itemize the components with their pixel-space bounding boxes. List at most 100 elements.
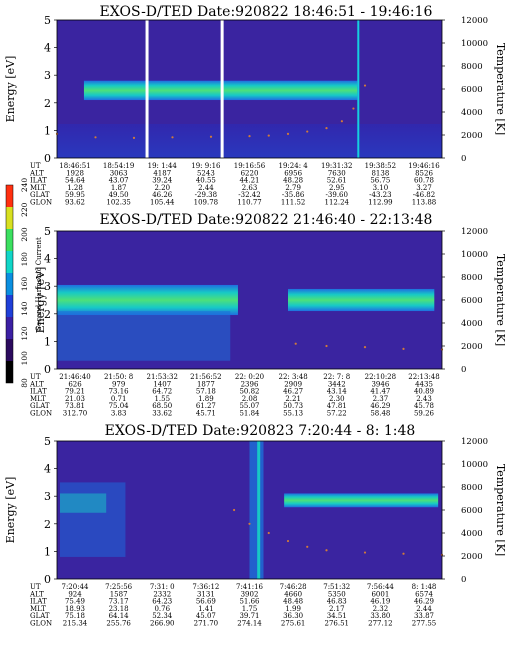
y2tick-label: 0	[461, 154, 466, 164]
table-cell: 6001	[371, 590, 389, 598]
table-cell: 924	[68, 590, 82, 598]
ytick-label: 3	[44, 490, 51, 503]
table-row-label: MLT	[30, 395, 46, 403]
table-cell: 255.76	[106, 620, 131, 628]
ytick-label: 5	[44, 435, 51, 448]
table-cell: 46.27	[283, 388, 303, 396]
table-cell: 57.22	[327, 410, 347, 418]
y2tick-label: 0	[461, 365, 466, 375]
table-cell: -35.86	[282, 191, 305, 199]
temperature-point	[402, 347, 405, 350]
table-cell: 45.78	[414, 402, 434, 410]
y2tick-label: 2000	[461, 552, 483, 562]
table-cell: 21:50: 8	[104, 373, 133, 381]
table-cell: 0.76	[154, 605, 170, 613]
table-cell: 2909	[284, 380, 302, 388]
table-cell: 5243	[197, 169, 215, 177]
table-cell: 2.43	[416, 395, 432, 403]
table-row-label: UT	[30, 373, 41, 381]
emission-band	[288, 288, 435, 312]
table-cell: 4187	[153, 169, 171, 177]
ytick-label: 4	[44, 42, 51, 55]
table-cell: 3.10	[373, 184, 389, 192]
temperature-point	[267, 531, 270, 535]
table-cell: 277.55	[412, 620, 437, 628]
panel-2-temperature-trace	[294, 342, 444, 351]
table-cell: 46.83	[327, 598, 347, 606]
table-cell: 7:31: 0	[150, 583, 175, 591]
table-row-label: GLON	[30, 410, 52, 418]
emission-band	[284, 493, 439, 508]
table-cell: 50.73	[283, 402, 303, 410]
table-cell: 58.48	[370, 410, 390, 418]
table-cell: -29.38	[195, 191, 217, 199]
temperature-point	[363, 346, 367, 349]
table-cell: 51.66	[239, 598, 260, 606]
colorbar-swatch	[6, 229, 13, 251]
table-cell: 44.21	[239, 177, 259, 185]
colorbar-swatch	[6, 251, 13, 273]
colorbar-tick-label: 160	[20, 277, 29, 292]
temperature-point	[233, 508, 236, 512]
ytick-label: 1	[44, 545, 51, 558]
table-cell: 2.21	[285, 395, 301, 403]
colorbar-tick-label: 240	[20, 178, 29, 193]
colorbar-tick-label: 120	[20, 326, 29, 341]
panel-1-title: EXOS-D/TED Date:920822 18:46:51 - 19:46:…	[100, 4, 433, 20]
table-row-label: MLT	[30, 184, 46, 192]
table-cell: 45.71	[196, 410, 216, 418]
table-cell: 56.69	[196, 598, 216, 606]
table-cell: 109.78	[194, 199, 219, 207]
ytick-label: 4	[44, 463, 51, 476]
table-row-label: UT	[30, 162, 41, 170]
table-cell: 52.34	[152, 612, 173, 620]
table-cell: 277.12	[368, 620, 393, 628]
table-cell: 18:46:51	[59, 162, 90, 170]
table-cell: 2.20	[154, 184, 170, 192]
temperature-point	[340, 120, 343, 123]
temperature-point	[248, 522, 251, 525]
table-cell: 6956	[284, 169, 302, 177]
temperature-point	[325, 344, 328, 348]
colorbar-tick-label: 140	[20, 301, 29, 316]
ytick-label: 0	[44, 573, 51, 586]
table-cell: 18:54:19	[103, 162, 134, 170]
table-cell: 22:13:48	[408, 373, 439, 381]
table-cell: 33.87	[414, 612, 434, 620]
y2tick-label: 2000	[461, 342, 483, 352]
table-cell: 55.13	[283, 410, 303, 418]
table-cell: 979	[112, 380, 125, 388]
data-gap	[145, 20, 149, 158]
panel-2: EXOS-D/TED Date:920822 21:46:40 - 22:13:…	[29, 212, 505, 418]
colorbar-tick-label: 100	[20, 351, 29, 366]
table-cell: 59.26	[414, 410, 435, 418]
table-cell: -32.42	[238, 191, 260, 199]
table-cell: 19:24: 4	[279, 162, 309, 170]
table-cell: 626	[68, 380, 82, 388]
table-cell: 2.95	[329, 184, 345, 192]
table-cell: 21:56:52	[190, 373, 221, 381]
temperature-point	[209, 135, 213, 138]
ytick-label: 2	[44, 518, 51, 531]
table-cell: 312.70	[63, 410, 88, 418]
data-gap	[220, 20, 224, 158]
panel-3-y2label: Temperature [K]	[494, 464, 505, 556]
table-row-label: GLAT	[30, 191, 50, 199]
table-cell: 1.87	[111, 184, 127, 192]
table-cell: 75.04	[109, 402, 130, 410]
table-cell: 54.64	[65, 177, 86, 185]
y2tick-label: 8000	[461, 483, 483, 493]
spike	[257, 441, 261, 579]
temperature-point	[402, 552, 405, 555]
y2tick-label: 12000	[461, 437, 488, 447]
emission-band	[57, 284, 238, 316]
table-cell: 105.44	[150, 199, 175, 207]
colorbar-tick-label: 200	[20, 227, 29, 242]
table-cell: 215.34	[63, 620, 88, 628]
temperature-point	[294, 342, 297, 345]
y2tick-label: 8000	[461, 62, 483, 72]
colorbar-tick-label: 220	[20, 202, 29, 217]
table-cell: 1.28	[67, 184, 83, 192]
table-cell: 43.14	[327, 388, 348, 396]
